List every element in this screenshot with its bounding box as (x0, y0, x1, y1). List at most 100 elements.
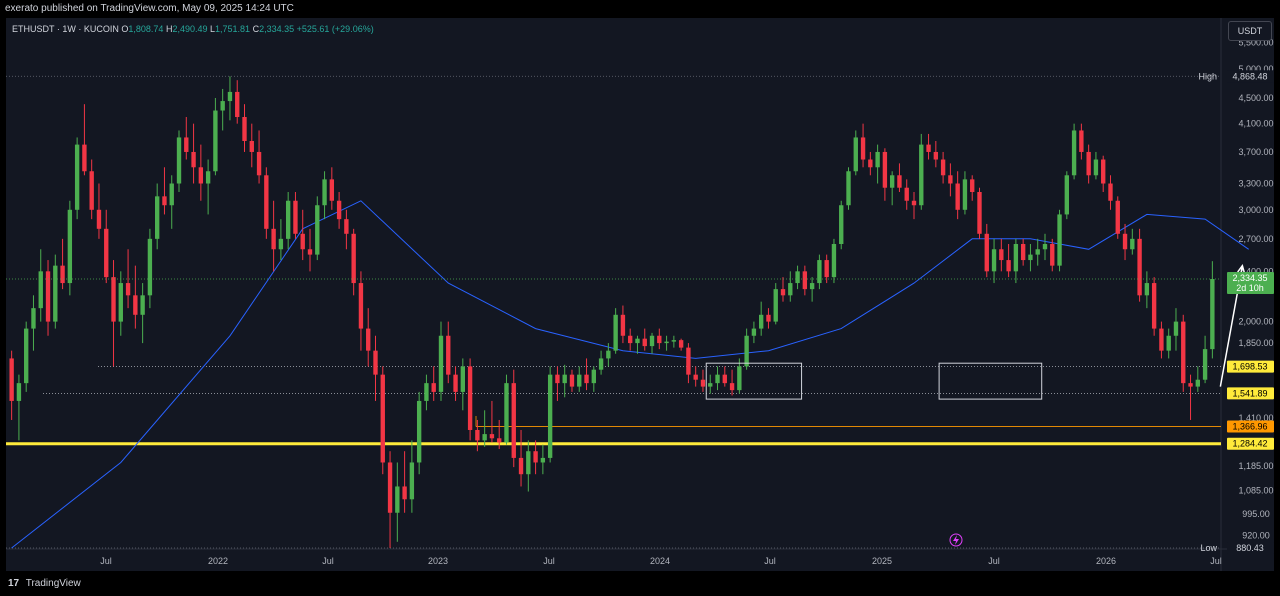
candle-body (839, 205, 844, 245)
candle-body (315, 205, 320, 255)
candle-body (649, 335, 655, 347)
candle-body (1122, 233, 1128, 250)
candle-body (926, 144, 931, 152)
candle-body (1042, 244, 1048, 250)
candle-body (482, 434, 487, 441)
candle-body (438, 335, 444, 392)
high-marker-label: High (1198, 71, 1217, 81)
candle-body (569, 374, 575, 387)
candle-body (1064, 175, 1070, 215)
candle-body (38, 271, 43, 309)
candle-body (693, 374, 698, 380)
candle-body (424, 383, 429, 401)
candle-body (293, 200, 298, 234)
high-key: H (165, 24, 173, 34)
change-value: +525.61 (+29.06%) (296, 24, 374, 34)
zone-box (938, 362, 1043, 400)
candle-body (453, 374, 458, 392)
candle-body (795, 271, 800, 284)
tradingview-logo[interactable]: 17 (8, 578, 20, 589)
candle-body (1093, 159, 1099, 176)
chart-area[interactable]: 5,500.00 5,000.00 4,500.00 4,100.00 3,700.00… (6, 18, 1274, 571)
candle-body (700, 379, 706, 387)
candle-body (191, 151, 196, 168)
candle-body (300, 233, 305, 250)
candle-body (24, 328, 29, 384)
candle-body (154, 196, 160, 239)
svg-text:1,366.96: 1,366.96 (1232, 422, 1267, 432)
candlestick-chart[interactable]: 5,500.00 5,000.00 4,500.00 4,100.00 3,700.00… (6, 18, 1274, 571)
x-tick-label: Jul (100, 556, 112, 566)
candle-body (489, 434, 495, 439)
candle-body (16, 383, 22, 401)
candle-body (45, 271, 51, 322)
symbol-label[interactable]: ETHUSDT · 1W · KUCOIN (12, 24, 119, 34)
candle-body (96, 209, 102, 229)
candle-body (664, 341, 669, 344)
candle-body (809, 283, 815, 290)
candle-body (511, 383, 516, 458)
candle-body (984, 233, 989, 272)
level-label: 1,366.96 (1227, 420, 1274, 433)
candle-body (366, 328, 371, 351)
candle-body (1050, 244, 1055, 266)
y-tick-label: 3,700.00 (1238, 147, 1273, 157)
candle-body (322, 179, 327, 206)
y-tick-label: 1,410.00 (1238, 413, 1273, 423)
candle-body (904, 187, 909, 201)
candle-body (518, 457, 524, 475)
tradingview-brand[interactable]: TradingView (25, 578, 81, 589)
candle-body (773, 289, 778, 322)
candle-body (991, 249, 997, 272)
svg-text:4,868.48: 4,868.48 (1232, 71, 1267, 81)
svg-text:1,541.89: 1,541.89 (1232, 388, 1267, 398)
y-tick-label: 2,700.00 (1238, 234, 1273, 244)
publisher-text: exerato published on TradingView.com, Ma… (5, 3, 294, 14)
candle-body (999, 249, 1004, 261)
candle-body (817, 260, 822, 284)
candle-body (373, 350, 378, 375)
candle-body (606, 350, 611, 359)
candle-body (722, 374, 727, 384)
x-tick-label: Jul (543, 556, 555, 566)
candle-body (256, 151, 262, 176)
candle-body (242, 117, 247, 142)
candle-body (875, 151, 880, 168)
candle-body (846, 171, 851, 206)
candle-body (562, 374, 567, 384)
candle-body (591, 369, 596, 384)
y-tick-label: 5,500.00 (1238, 38, 1273, 48)
candle-body (1079, 130, 1084, 152)
candle-body (104, 228, 109, 278)
candle-body (686, 347, 691, 375)
candle-body (1086, 151, 1091, 176)
candle-body (729, 383, 735, 391)
candle-body (82, 144, 87, 172)
candle-body (89, 171, 94, 210)
candle-body (1071, 130, 1077, 176)
candle-body (1108, 183, 1113, 201)
candle-body (868, 159, 873, 168)
publisher-bar: exerato published on TradingView.com, Ma… (0, 0, 1280, 18)
candle-body (766, 314, 771, 322)
last-price-countdown: 2d 10h (1236, 283, 1264, 293)
candle-body (475, 429, 480, 441)
level-label: 1,698.53 (1227, 360, 1274, 373)
currency-button[interactable]: USDT (1228, 21, 1272, 41)
target-arrow-head (1237, 263, 1246, 274)
candle-body (671, 340, 677, 342)
candle-body (860, 137, 866, 160)
candle-body (402, 486, 407, 500)
candle-body (140, 295, 145, 315)
candle-body (657, 335, 662, 344)
x-tick-label: 2025 (872, 556, 892, 566)
x-tick-label: 2026 (1096, 556, 1116, 566)
candle-body (235, 91, 240, 118)
candle-body (176, 137, 182, 184)
candle-body (395, 486, 400, 513)
candle-body (1101, 159, 1106, 184)
candle-body (1210, 279, 1215, 350)
candle-body (889, 175, 895, 188)
candle-body (1137, 238, 1142, 296)
high-marker-value: 4,868.48 (1227, 70, 1274, 83)
